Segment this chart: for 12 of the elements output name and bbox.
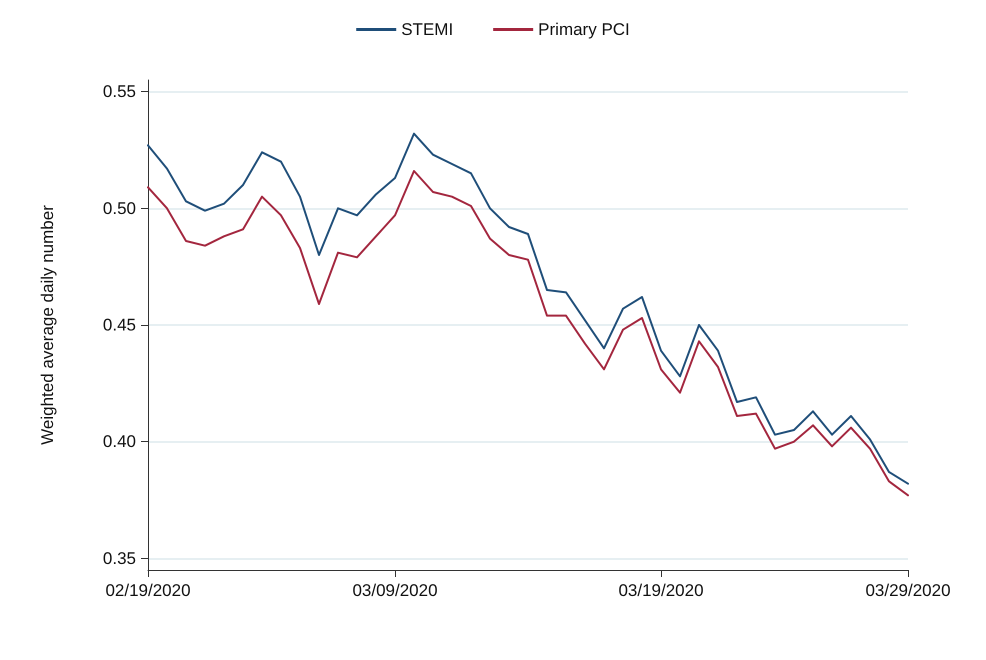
x-tick-label: 03/09/2020 [352, 581, 438, 600]
y-tick-label: 0.55 [102, 82, 136, 102]
x-tick-label: 03/19/2020 [618, 581, 704, 600]
y-tick-label: 0.35 [102, 548, 136, 568]
legend-label: STEMI [401, 20, 454, 39]
y-tick-label: 0.40 [102, 432, 136, 452]
x-tick-label: 03/29/2020 [865, 581, 951, 600]
y-tick-label: 0.45 [102, 316, 136, 334]
legend-label: Primary PCI [538, 20, 630, 39]
y-axis-title: Weighted average daily number [38, 204, 57, 445]
y-tick-label: 0.50 [102, 198, 136, 218]
x-tick-label: 02/19/2020 [105, 581, 191, 600]
